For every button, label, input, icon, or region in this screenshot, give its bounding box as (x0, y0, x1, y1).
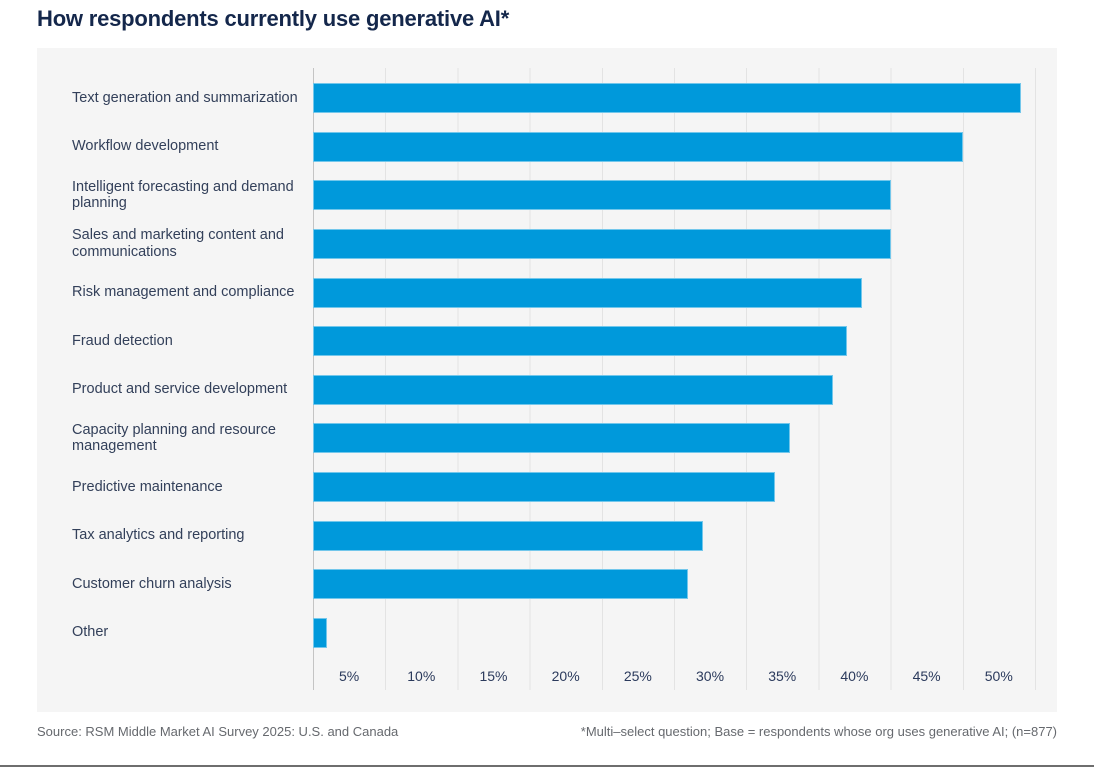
chart-row: Risk management and compliance (72, 268, 1058, 317)
bar-track (313, 180, 1058, 211)
category-label: Sales and marketing content and communic… (72, 227, 284, 261)
chart-row: Predictive maintenance (72, 463, 1058, 512)
x-axis-tick-labels: 5% 10% 15% 20% 25% 30% 35% 40% 45% 50% (313, 662, 1036, 690)
bar (313, 374, 833, 405)
x-axis-tick: 45% (912, 668, 941, 684)
chart-footer: Source: RSM Middle Market AI Survey 2025… (37, 724, 1057, 739)
bar (313, 617, 328, 648)
x-axis-tick: 10% (407, 668, 436, 684)
category-label: Workflow development (72, 138, 219, 155)
category-label: Predictive maintenance (72, 478, 223, 495)
x-axis-tick: 30% (696, 668, 725, 684)
bar (313, 277, 862, 308)
chart-row: Tax analytics and reporting (72, 511, 1058, 560)
bar-track (313, 277, 1058, 308)
x-axis-tick: 20% (551, 668, 580, 684)
source-note: Source: RSM Middle Market AI Survey 2025… (37, 724, 399, 739)
chart-row: Product and service development (72, 366, 1058, 415)
bar (313, 326, 848, 357)
x-axis-tick: 35% (768, 668, 797, 684)
bar-track (313, 374, 1058, 405)
x-axis-tick: 25% (623, 668, 652, 684)
bar (313, 569, 689, 600)
category-label: Tax analytics and reporting (72, 527, 245, 544)
chart-panel: Text generation and summarization Workflo… (37, 48, 1057, 712)
bar (313, 229, 891, 260)
category-label: Risk management and compliance (72, 284, 295, 301)
chart-row: Capacity planning and resource managemen… (72, 414, 1058, 463)
bar (313, 83, 1021, 114)
bar-track (313, 423, 1058, 454)
x-axis-tick: 40% (840, 668, 869, 684)
bar-track (313, 83, 1058, 114)
x-axis-tick: 15% (479, 668, 508, 684)
category-label: Text generation and summarization (72, 89, 298, 106)
bar-track (313, 326, 1058, 357)
bar (313, 423, 790, 454)
x-axis-tick: 50% (984, 668, 1013, 684)
bar-track (313, 617, 1058, 648)
bar-track (313, 131, 1058, 162)
bar-track (313, 569, 1058, 600)
bar (313, 520, 703, 551)
methodology-note: *Multi–select question; Base = responden… (580, 724, 1057, 739)
bar-track (313, 229, 1058, 260)
category-label: Intelligent forecasting and demand plann… (72, 178, 294, 212)
bar-track (313, 472, 1058, 503)
chart-row: Workflow development (72, 123, 1058, 172)
category-label: Other (72, 624, 109, 641)
category-label: Product and service development (72, 381, 288, 398)
x-axis-tick: 5% (338, 668, 360, 684)
category-label: Capacity planning and resource managemen… (72, 421, 276, 455)
chart-row: Other (72, 609, 1058, 658)
chart-row: Fraud detection (72, 317, 1058, 366)
bar (313, 131, 963, 162)
bottom-divider (0, 765, 1094, 767)
chart-row: Text generation and summarization (72, 74, 1058, 123)
category-label: Customer churn analysis (72, 575, 232, 592)
chart-rows: Text generation and summarization Workflo… (72, 74, 1058, 657)
bar (313, 472, 776, 503)
bar (313, 180, 891, 211)
chart-row: Customer churn analysis (72, 560, 1058, 609)
category-label: Fraud detection (72, 332, 173, 349)
bar-track (313, 520, 1058, 551)
chart-row: Intelligent forecasting and demand plann… (72, 171, 1058, 220)
page-title: How respondents currently use generative… (37, 6, 510, 31)
chart-row: Sales and marketing content and communic… (72, 220, 1058, 269)
